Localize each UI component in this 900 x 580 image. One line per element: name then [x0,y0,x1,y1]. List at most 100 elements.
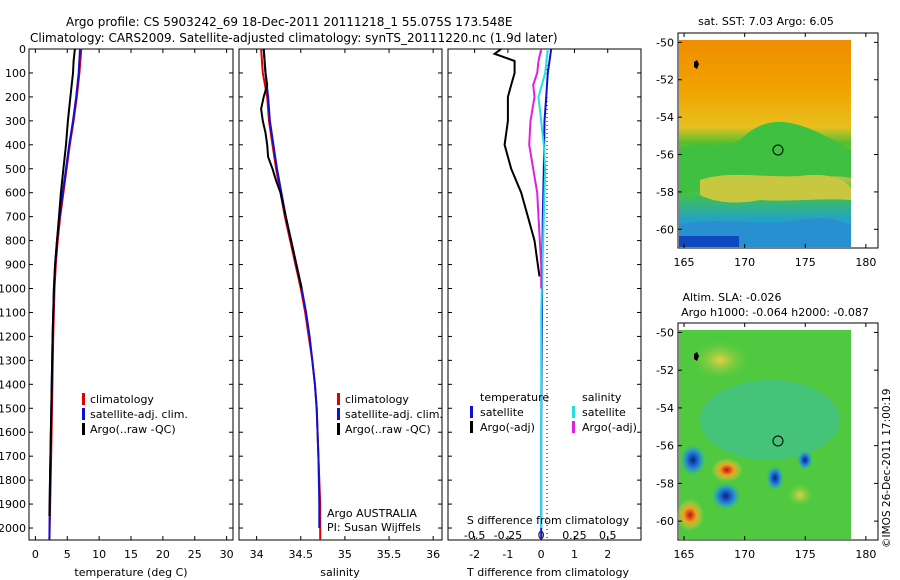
legend-swatch-climatology [337,393,340,405]
sla-red-eddy-2 [676,499,704,531]
legend-label-s-argo: Argo(-adj) [582,421,637,434]
lat-tick-label: -52 [656,74,674,87]
sla-yticks: -50 -52 -54 -56 -58 -60 [656,326,878,528]
x-tick-label: 10 [92,548,106,561]
sst-nodata-right [851,34,877,247]
lon-tick-label: 175 [795,548,816,561]
y-tick-label: 600 [5,187,26,200]
temperature-xticks: 0 5 10 15 20 25 30 [32,49,234,561]
lon-tick-label: 165 [674,256,695,269]
s-tick-label: -0.25 [494,529,522,542]
x-tick-label: 5 [64,548,71,561]
argo-annotation-line2: PI: Susan Wijffels [327,521,421,534]
y-tick-label: 1700 [0,450,26,463]
series-line [492,48,541,277]
legend-swatch-t-satellite [470,406,473,418]
sla-yellow-eddy [786,483,814,507]
sla-blue-eddy-3 [766,465,784,491]
sst-map-title: sat. SST: 7.03 Argo: 6.05 [698,15,834,28]
temperature-yticks: 0 100 200 300 400 500 600 700 800 900 1000 1100 1200… [0,43,233,535]
lon-tick-label: 165 [674,548,695,561]
y-tick-label: 1400 [0,378,26,391]
series-line [48,48,76,517]
y-tick-label: 0 [19,43,26,56]
sst-xticks: 165 170 175 180 [674,33,876,269]
lat-tick-label: -54 [656,402,674,415]
temperature-legend: climatology satellite-adj. clim. Argo(..… [82,393,188,436]
x-tick-label: -2 [469,548,480,561]
legend-swatch-climatology [82,393,85,405]
x-tick-label: 0 [538,548,545,561]
island-icon [694,60,699,69]
temperature-plot-frame [28,48,234,541]
legend-title-temperature: temperature [480,391,549,404]
legend-swatch-satellite [337,408,340,420]
lat-tick-label: -54 [656,111,674,124]
s-difference-label: S difference from climatology [467,514,630,527]
legend-label-climatology: climatology [90,393,154,406]
legend-swatch-s-argo [572,421,575,433]
x-tick-label: 2 [604,548,611,561]
sla-map-title-line1: Altim. SLA: -0.026 [682,291,781,304]
x-tick-label: 25 [188,548,202,561]
y-tick-label: 1200 [0,330,26,343]
sla-nodata-right [851,324,877,539]
sla-red-eddy-1 [711,458,743,482]
x-tick-label: 35.5 [377,548,402,561]
salinity-series [260,48,322,540]
legend-label-t-satellite: satellite [480,406,524,419]
s-tick-label: -0.5 [464,529,485,542]
y-tick-label: 900 [5,259,26,272]
series-line [528,48,543,289]
figure-title-line1: Argo profile: CS 5903242_69 18-Dec-2011 … [66,15,512,29]
x-tick-label: 34 [250,548,264,561]
legend-swatch-argo [337,423,340,435]
lat-tick-label: -50 [656,326,674,339]
y-tick-label: 200 [5,91,26,104]
x-tick-label: 30 [220,548,234,561]
y-tick-label: 500 [5,163,26,176]
legend-label-climatology: climatology [345,393,409,406]
imos-watermark: ©IMOS 26-Dec-2011 17:00:19 [881,389,893,548]
sst-deep-blue [679,236,739,247]
lon-tick-label: 170 [734,256,755,269]
figure-title-line2: Climatology: CARS2009. Satellite-adjuste… [30,31,558,45]
salinity-xlabel: salinity [320,566,360,579]
y-tick-label: 800 [5,235,26,248]
argo-position-marker [772,144,784,156]
series-line [262,48,321,528]
y-tick-label: 300 [5,115,26,128]
difference-legend: temperature satellite Argo(-adj) salinit… [470,391,637,434]
y-tick-label: 1000 [0,283,26,296]
difference-xticks: -2 -1 0 1 2 [469,49,611,561]
x-tick-label: 15 [124,548,138,561]
lat-tick-label: -52 [656,364,674,377]
y-tick-label: 1300 [0,354,26,367]
lon-tick-label: 180 [855,548,876,561]
legend-label-satellite: satellite-adj. clim. [345,408,443,421]
sla-xticks: 165 170 175 180 [674,323,876,561]
lat-tick-label: -56 [656,149,674,162]
sla-yellow-blob [690,340,750,380]
legend-swatch-satellite [82,408,85,420]
y-tick-label: 1100 [0,306,26,319]
lat-tick-label: -58 [656,477,674,490]
y-tick-label: 1900 [0,498,26,511]
salinity-xticks: 34 34.5 35 35.5 36 [250,49,440,561]
series-line [537,48,549,528]
x-tick-label: 35 [338,548,352,561]
lon-tick-label: 175 [795,256,816,269]
y-tick-label: 100 [5,67,26,80]
y-tick-label: 700 [5,211,26,224]
t-difference-label: T difference from climatology [466,566,629,579]
legend-title-salinity: salinity [582,391,622,404]
sst-yellow-patch [700,174,851,203]
x-tick-label: -1 [502,548,513,561]
lon-tick-label: 180 [855,256,876,269]
y-tick-label: 1600 [0,426,26,439]
series-line [260,48,303,289]
sla-map-panel: Altim. SLA: -0.026 Argo h1000: -0.064 h2… [656,291,879,561]
lat-tick-label: -58 [656,186,674,199]
argo-position-marker [772,435,784,447]
